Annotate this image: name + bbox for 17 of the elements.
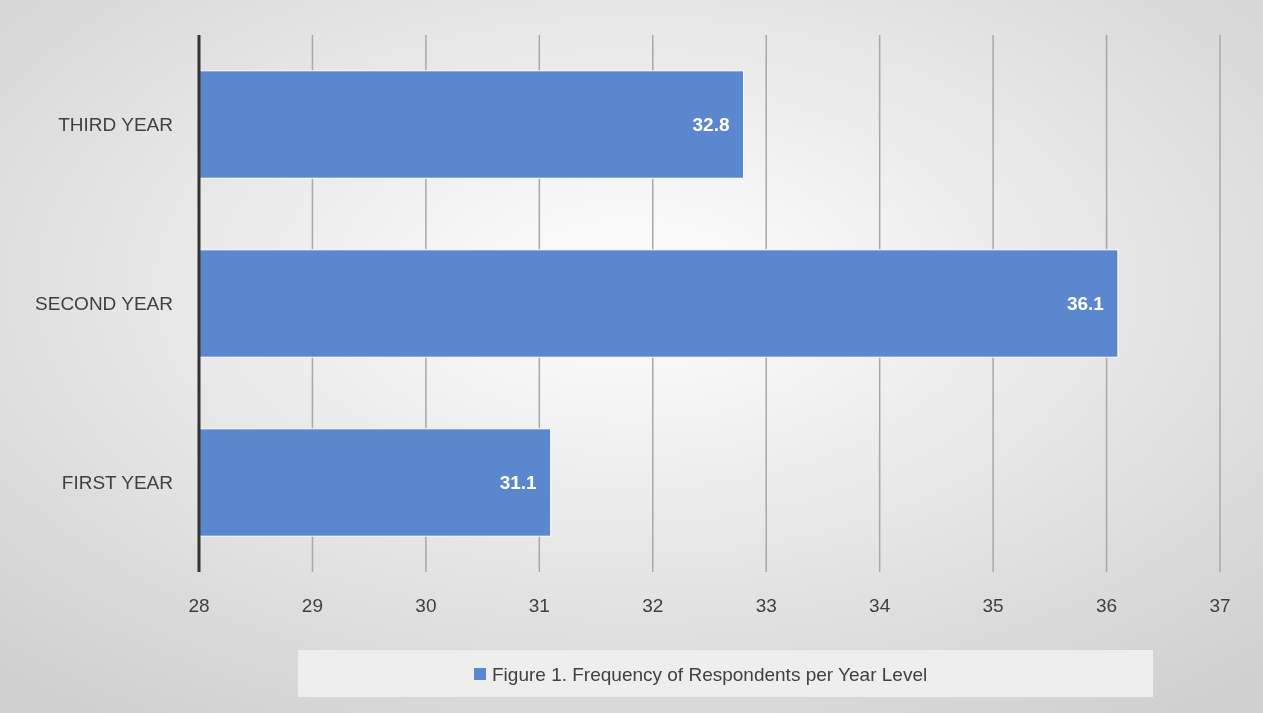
text: Figure 1. Frequency of Respondents per Year Level [492,663,928,685]
data-label: 32.8 [692,114,730,136]
x-tick-label: 29 [301,595,324,616]
x-tick-label: 30 [415,595,437,616]
x-tick-label: 32 [642,595,664,616]
x-tick-label: 28 [188,595,210,616]
y-tick-label: THIRD YEAR [58,114,173,136]
x-tick-label: 35 [982,595,1004,616]
x-tick-label: 37 [1209,595,1231,616]
y-tick-label: FIRST YEAR [61,472,173,494]
data-label: 31.1 [499,472,538,494]
data-label: 36.1 [1066,293,1105,315]
x-tick-label: 36 [1095,595,1118,616]
y-tick-label: SECOND YEAR [35,293,173,315]
x-tick-label: 34 [869,595,891,616]
x-tick-label: 31 [528,595,550,616]
x-tick-label: 33 [755,595,777,616]
